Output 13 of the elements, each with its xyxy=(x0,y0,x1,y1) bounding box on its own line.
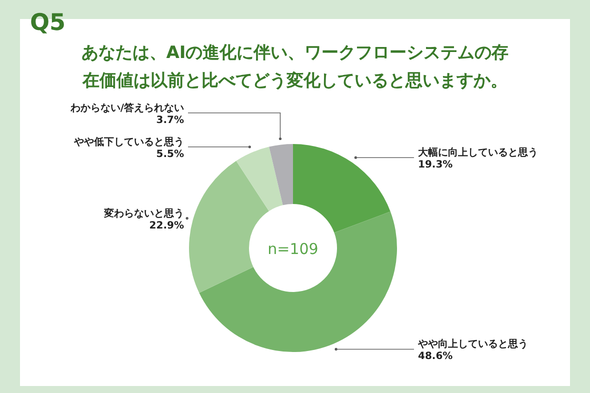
slice-label: わからない/答えられない xyxy=(69,102,184,114)
slice-label: 大幅に向上していると思う xyxy=(417,146,538,159)
data-label: 3.7% xyxy=(156,114,184,126)
data-label: 48.6% xyxy=(418,351,453,362)
text: n=109 xyxy=(268,240,318,258)
data-label: 19.3% xyxy=(418,160,453,171)
chart-subtitle: あなたは、AIの進化に伴い、ワークフローシステムの存在価値は以前と比べてどう変化していると思いますか。 xyxy=(81,43,509,91)
slice-label: 変わらないと思う xyxy=(103,207,184,220)
slice-label: やや向上していると思う xyxy=(417,338,528,350)
data-label: 5.5% xyxy=(156,148,184,160)
chart-title: Q5 xyxy=(30,10,66,36)
slice-label: やや低下していると思う xyxy=(73,136,184,148)
data-label: 22.9% xyxy=(149,220,184,232)
